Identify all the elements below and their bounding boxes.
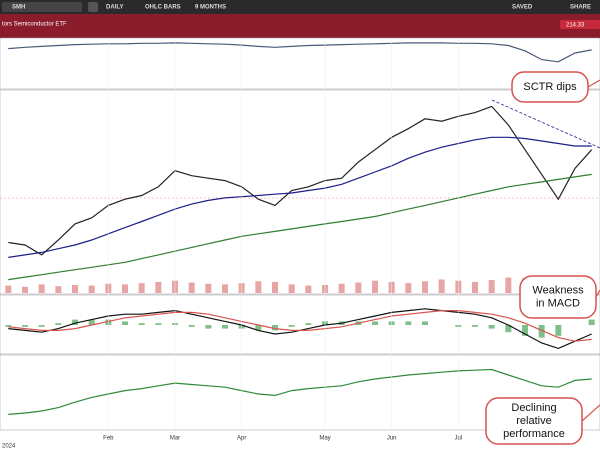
- bar: [338, 283, 345, 293]
- bar: [188, 282, 195, 293]
- macd-panel: [0, 294, 600, 355]
- saved-button[interactable]: SAVED: [512, 5, 533, 11]
- bar: [272, 325, 278, 331]
- bar: [305, 323, 312, 325]
- annotation-text: Weakness: [532, 284, 584, 296]
- annotation-arrow: [581, 404, 600, 422]
- period-menu[interactable]: DAILY: [106, 5, 123, 11]
- toolbar: [0, 0, 600, 14]
- bar: [522, 325, 528, 336]
- bar: [122, 284, 128, 293]
- last-price-box: [560, 20, 600, 29]
- bar: [22, 325, 28, 327]
- annotation-box: [485, 397, 583, 445]
- bar: [372, 321, 378, 325]
- bar: [505, 277, 512, 293]
- bar: [72, 319, 78, 325]
- series-line: [8, 136, 592, 258]
- last-price: 214.33: [566, 23, 585, 29]
- bar: [155, 281, 162, 293]
- annotation-box: [511, 71, 589, 103]
- bar: [505, 325, 512, 333]
- bar: [38, 325, 45, 327]
- x-tick-label: Feb: [103, 436, 114, 442]
- bar: [38, 284, 45, 293]
- bar: [538, 325, 545, 338]
- bar: [22, 286, 28, 293]
- annotation-text: Declining: [511, 402, 556, 414]
- x-tick-label: Jun: [387, 436, 397, 442]
- bar: [288, 325, 295, 327]
- annotation-text: relative: [516, 415, 551, 427]
- bar: [405, 283, 412, 293]
- series-line: [8, 310, 592, 342]
- panels: [0, 37, 600, 431]
- search-box[interactable]: [2, 2, 82, 12]
- series-line: [8, 173, 592, 281]
- bar: [205, 325, 212, 329]
- type-menu[interactable]: OHLC BARS: [145, 5, 181, 11]
- bar: [188, 325, 195, 327]
- annotation-arrow: [587, 79, 600, 88]
- annotation-box: [519, 275, 597, 319]
- series-line: [8, 368, 592, 415]
- bar: [422, 281, 428, 293]
- bar: [155, 323, 162, 325]
- bar: [488, 280, 495, 293]
- add-button[interactable]: [88, 2, 98, 12]
- search-text[interactable]: SMH: [12, 5, 25, 11]
- bar: [222, 284, 228, 293]
- bar: [255, 325, 262, 331]
- x-tick-label: Jul: [454, 436, 462, 442]
- bar: [5, 325, 12, 327]
- annotation-text: SCTR dips: [523, 81, 577, 93]
- bar: [205, 283, 212, 293]
- series-line: [8, 42, 592, 63]
- x-tick-label: Apr: [237, 436, 246, 442]
- bar: [138, 283, 145, 293]
- bar: [472, 325, 478, 327]
- bar: [272, 281, 278, 293]
- bar: [355, 282, 362, 293]
- bar: [55, 323, 62, 325]
- bar: [288, 284, 295, 293]
- bar: [555, 325, 562, 336]
- bar: [55, 286, 62, 293]
- annotation-text: in MACD: [536, 297, 580, 309]
- bar: [305, 285, 312, 293]
- bar: [5, 285, 12, 293]
- bar: [72, 284, 78, 293]
- series-line: [8, 105, 593, 256]
- year-label: 2024: [2, 444, 16, 450]
- bar: [138, 323, 145, 325]
- bar: [88, 319, 95, 325]
- bar: [222, 325, 228, 329]
- range-menu[interactable]: 9 MONTHS: [195, 5, 226, 11]
- x-tick-label: May: [319, 436, 330, 442]
- bar: [405, 321, 412, 325]
- bar: [488, 325, 495, 329]
- share-button[interactable]: SHARE: [570, 5, 591, 11]
- chart-title: tors Semiconductor ETF: [2, 22, 67, 28]
- bar: [372, 280, 378, 293]
- header-band: [0, 14, 600, 38]
- bar: [88, 285, 95, 293]
- x-tick-label: Mar: [170, 436, 180, 442]
- bar: [472, 281, 478, 293]
- annotation-text: performance: [503, 428, 565, 440]
- bar: [122, 321, 128, 325]
- bar: [255, 281, 262, 293]
- bar: [438, 279, 445, 293]
- bar: [588, 319, 595, 325]
- bar: [422, 321, 428, 325]
